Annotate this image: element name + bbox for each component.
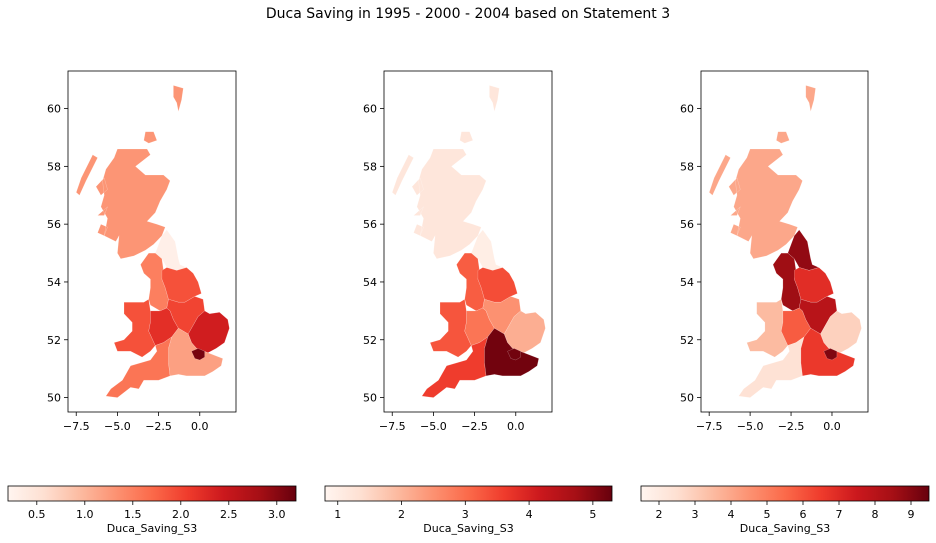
region-east-of-england: East of England: 2.4 xyxy=(187,310,230,354)
colorbar-tick-label: 2 xyxy=(398,508,405,521)
colorbar: 1 2 3 4 5 Duca_Saving_S3 xyxy=(324,485,613,535)
colorbar-tick-label: 4 xyxy=(526,508,533,521)
region-london: London: 5.2 xyxy=(507,348,521,361)
x-tick-label: −2.5 xyxy=(145,420,172,433)
colorbar-tick-label: 2.5 xyxy=(220,508,238,521)
map-panel-3: Scotland: 4North East: 8.8North West: 8.… xyxy=(640,70,930,535)
map-regions: Scotland: 1.2North East: 1North West: 3.… xyxy=(391,85,546,398)
colorbar: 2 3 4 5 6 7 8 9 Duca_Saving_S3 xyxy=(640,485,930,535)
region-wales: Wales: 3.3 xyxy=(429,299,472,358)
y-tick-label: 56 xyxy=(47,218,61,231)
colorbar-tick-label: 3 xyxy=(462,508,469,521)
region-london: London: 9.1 xyxy=(823,348,838,361)
x-tick-label: −2.5 xyxy=(778,420,805,433)
colorbar-label: Duca_Saving_S3 xyxy=(107,522,197,535)
map-panel-1: Scotland: 1.3North East: 0.3North West: … xyxy=(7,70,297,535)
colorbar-gradient xyxy=(324,485,613,502)
region-wales: Wales: 3.5 xyxy=(746,299,789,358)
colorbar-tick-label: 9 xyxy=(908,508,915,521)
region-scotland: Scotland: 4 xyxy=(708,85,816,260)
colorbar-tick-label: 3.0 xyxy=(268,508,286,521)
axes-frame xyxy=(383,70,553,413)
colorbar-tick-label: 1 xyxy=(334,508,341,521)
y-tick-label: 56 xyxy=(680,218,694,231)
region-yorkshire-and-the-humber: Yorkshire and the Humber: 1.9 xyxy=(161,267,202,303)
y-tick-label: 58 xyxy=(363,160,377,173)
colorbar-label: Duca_Saving_S3 xyxy=(740,522,830,535)
axes-frame xyxy=(67,70,237,413)
colorbar-tick-label: 2 xyxy=(656,508,663,521)
colorbar-gradient xyxy=(640,485,930,502)
x-tick-label: −7.5 xyxy=(379,420,406,433)
colorbar-tick-label: 1.5 xyxy=(124,508,142,521)
colorbar-tick-label: 0.5 xyxy=(28,508,46,521)
y-tick-label: 52 xyxy=(680,334,694,347)
y-tick-label: 60 xyxy=(680,103,694,116)
x-tick-label: −5.0 xyxy=(104,420,131,433)
axes-frame xyxy=(700,70,869,413)
y-tick-label: 54 xyxy=(363,276,377,289)
colorbar-gradient xyxy=(7,485,297,502)
x-tick-label: −7.5 xyxy=(63,420,90,433)
colorbar-tick-label: 2.0 xyxy=(172,508,190,521)
region-scotland: Scotland: 1.3 xyxy=(75,85,184,260)
region-yorkshire-and-the-humber: Yorkshire and the Humber: 6.9 xyxy=(794,267,834,303)
colorbar-tick-label: 6 xyxy=(800,508,807,521)
y-tick-label: 58 xyxy=(680,160,694,173)
y-tick-label: 50 xyxy=(47,392,61,405)
y-tick-label: 54 xyxy=(680,276,694,289)
y-tick-label: 50 xyxy=(363,392,377,405)
y-tick-label: 52 xyxy=(47,334,61,347)
x-tick-label: −5.0 xyxy=(420,420,447,433)
y-tick-label: 52 xyxy=(363,334,377,347)
x-tick-label: −2.5 xyxy=(461,420,488,433)
region-scotland: Scotland: 1.2 xyxy=(391,85,500,260)
map-regions: Scotland: 1.3North East: 0.3North West: … xyxy=(75,85,230,398)
colorbar-tick-label: 1.0 xyxy=(76,508,94,521)
colorbar-label: Duca_Saving_S3 xyxy=(423,522,513,535)
y-tick-label: 56 xyxy=(363,218,377,231)
region-east-midlands: East Midlands: 8 xyxy=(798,296,838,335)
figure-title: Duca Saving in 1995 - 2000 - 2004 based … xyxy=(265,6,671,22)
colorbar-tick-label: 3 xyxy=(692,508,699,521)
y-tick-label: 50 xyxy=(680,392,694,405)
region-east-of-england: East of England: 2.1 xyxy=(503,310,546,354)
map-panel-2: Scotland: 1.2North East: 1North West: 3.… xyxy=(324,70,613,535)
x-tick-label: 0.0 xyxy=(823,420,841,433)
region-west-midlands: West Midlands: 2.2 xyxy=(148,307,179,346)
colorbar-tick-label: 4 xyxy=(728,508,735,521)
colorbar-tick-label: 7 xyxy=(836,508,843,521)
region-east-of-england: East of England: 2.9 xyxy=(820,310,862,354)
x-tick-label: −5.0 xyxy=(737,420,764,433)
x-tick-label: 0.0 xyxy=(507,420,525,433)
y-tick-label: 60 xyxy=(47,103,61,116)
y-tick-label: 60 xyxy=(363,103,377,116)
colorbar-tick-label: 8 xyxy=(872,508,879,521)
x-tick-label: 0.0 xyxy=(191,420,209,433)
colorbar-tick-label: 5 xyxy=(764,508,771,521)
map-regions: Scotland: 4North East: 8.8North West: 8.… xyxy=(708,85,862,398)
colorbar: 0.5 1.0 1.5 2.0 2.5 3.0 Duca_Saving_S3 xyxy=(7,485,297,535)
colorbar-tick-label: 5 xyxy=(589,508,596,521)
x-tick-label: −7.5 xyxy=(696,420,723,433)
y-tick-label: 58 xyxy=(47,160,61,173)
y-tick-label: 54 xyxy=(47,276,61,289)
region-yorkshire-and-the-humber: Yorkshire and the Humber: 3.4 xyxy=(477,267,518,303)
region-london: London: 3.1 xyxy=(191,348,205,361)
